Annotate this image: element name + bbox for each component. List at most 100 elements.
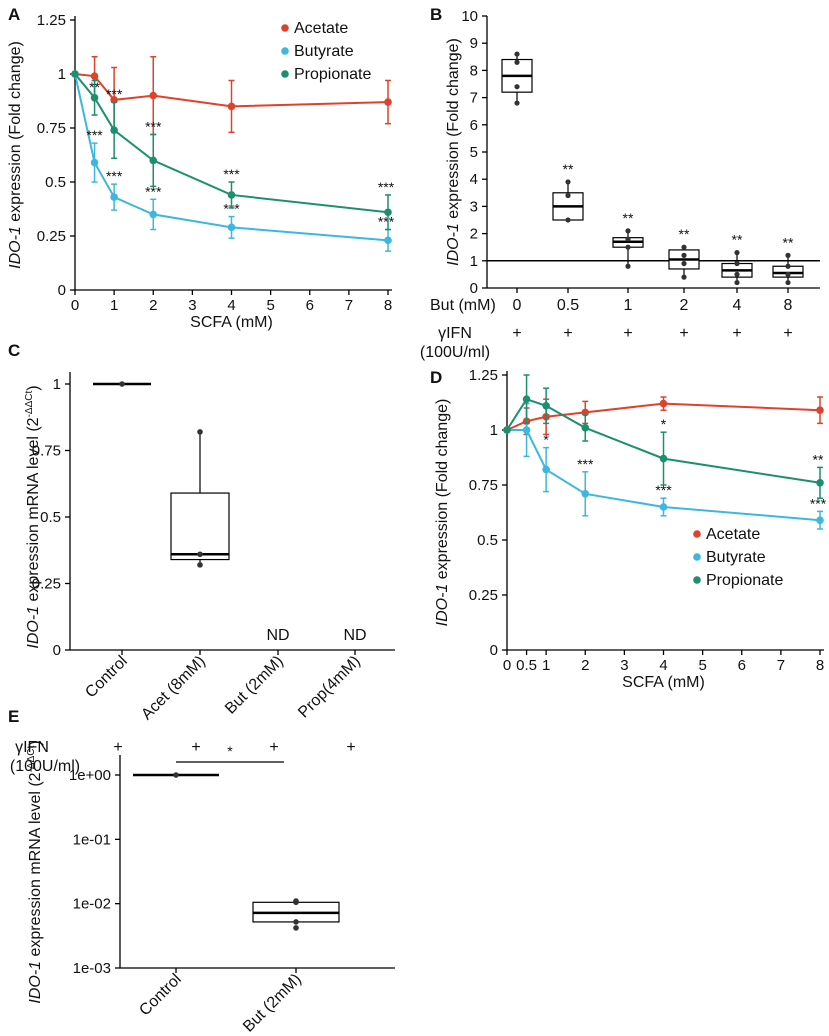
legend-marker-propionate (693, 576, 701, 584)
y-tick-label: 1 (53, 376, 61, 393)
legend-label-acetate: Acetate (294, 20, 348, 37)
x-tick-label: 8 (816, 657, 824, 674)
ifn-plus-sign: + (512, 325, 521, 342)
ifn-plus-sign: + (679, 325, 688, 342)
category-label: 4 (733, 297, 742, 314)
y-tick-label: 5 (470, 144, 478, 161)
ifn-plus-sign: + (113, 739, 122, 756)
data-point (293, 898, 299, 904)
category-label: 0.5 (557, 297, 579, 314)
data-point-butyrate (384, 236, 392, 245)
category-label: 0 (513, 297, 522, 314)
y-tick-label: 7 (470, 90, 478, 107)
significance-stars-propionate: * (661, 416, 667, 432)
data-point (734, 250, 740, 256)
legend-marker-butyrate (281, 47, 289, 55)
y-axis-label-gene: IDO-1 (27, 961, 44, 1004)
x-tick-label: 6 (306, 297, 314, 314)
data-point-propionate (149, 156, 158, 165)
data-point-butyrate (110, 193, 118, 201)
legend-marker-acetate (693, 530, 701, 538)
category-label: Control (136, 971, 184, 1019)
data-point-acetate (816, 406, 824, 415)
y-tick-label: 1e-01 (73, 831, 111, 848)
data-point (565, 192, 571, 199)
y-axis-label-text: expression (Fold change) (445, 38, 462, 223)
data-point (734, 260, 740, 267)
panel-c-box-chart: 0 0.25 0.5 0.75 1 IDO-1 expression mRNA level… (10, 372, 395, 775)
significance-stars-propionate: *** (378, 179, 395, 195)
y-tick-label: 0.75 (469, 477, 498, 494)
ifn-dose-label: (100U/ml) (10, 758, 80, 775)
data-point (197, 429, 203, 435)
y-tick-label: 0.5 (45, 174, 66, 191)
ifn-plus-sign: + (191, 739, 200, 756)
y-axis-label-gene: IDO-1 (445, 223, 462, 266)
y-tick-label: 1 (58, 66, 66, 83)
not-detected-label: ND (343, 627, 366, 644)
row-label-butyrate: But (mM) (430, 297, 496, 314)
ifn-dose-label: (100U/ml) (420, 344, 490, 361)
panel-letter-c: C (8, 341, 20, 360)
significance-stars: ** (783, 234, 794, 250)
panel-letter-b: B (430, 5, 442, 24)
category-label: 8 (784, 297, 793, 314)
y-axis-label-text: expression (Fold change) (7, 41, 24, 226)
data-point-propionate (110, 126, 118, 134)
y-axis-label-text: expression mRNA level (2 (27, 772, 44, 961)
data-point-acetate (90, 72, 99, 80)
x-tick-label: 8 (384, 297, 392, 314)
category-label: Acet (8mM) (138, 653, 208, 723)
significance-stars-butyrate: *** (106, 168, 123, 184)
ifn-plus-sign: + (563, 325, 572, 342)
data-point (681, 274, 687, 280)
y-axis-label: IDO-1 expression mRNA level (2-ΔΔCt) (24, 385, 42, 648)
y-axis-label-close: ) (27, 740, 44, 745)
x-tick-label: 5 (266, 297, 274, 314)
data-point (565, 217, 571, 223)
box (170, 492, 230, 561)
y-tick-label: 1e+00 (69, 767, 111, 784)
data-point-acetate (659, 399, 668, 408)
y-tick-label: 0 (58, 282, 66, 299)
panel-letter-a: A (8, 5, 20, 24)
significance-stars-butyrate: *** (378, 214, 395, 230)
category-label: 2 (680, 297, 689, 314)
ifn-label: γIFN (438, 325, 472, 342)
y-tick-label: 1 (470, 253, 478, 270)
category-label: But (2mM) (240, 971, 305, 1036)
data-point (734, 271, 740, 277)
significance-stars: ** (732, 232, 743, 248)
significance-stars: * (227, 743, 233, 759)
significance-stars-butyrate: *** (145, 183, 162, 199)
legend-marker-butyrate (693, 553, 701, 561)
data-point-propionate (816, 479, 824, 487)
data-point (785, 271, 791, 277)
data-point-butyrate (522, 426, 531, 434)
y-tick-label: 1e-03 (73, 960, 111, 977)
y-axis-label: IDO-1 expression (Fold change) (7, 41, 24, 269)
y-tick-label: 0.25 (32, 576, 61, 593)
y-tick-label: 1 (490, 422, 498, 439)
data-point (785, 279, 791, 286)
legend-label-propionate: Propionate (706, 572, 783, 589)
data-point (514, 100, 520, 106)
x-tick-label: 6 (738, 657, 746, 674)
significance-stars-propionate: *** (223, 166, 240, 182)
legend-label-acetate: Acetate (706, 526, 760, 543)
data-point-butyrate (581, 490, 590, 498)
data-point-acetate (384, 98, 392, 106)
category-label: Control (82, 653, 130, 701)
y-tick-label: 2 (470, 226, 478, 243)
y-tick-label: 0.25 (469, 587, 498, 604)
series-line-propionate (506, 398, 821, 484)
data-point (681, 260, 687, 267)
y-axis-label-superscript: -ΔΔCt (26, 746, 37, 773)
data-point (785, 263, 791, 269)
x-tick-label: 0 (503, 657, 511, 674)
y-tick-label: 8 (470, 62, 478, 79)
data-point (625, 244, 631, 250)
data-point (514, 84, 520, 90)
y-tick-label: 6 (470, 117, 478, 134)
significance-stars-butyrate: *** (86, 127, 103, 143)
